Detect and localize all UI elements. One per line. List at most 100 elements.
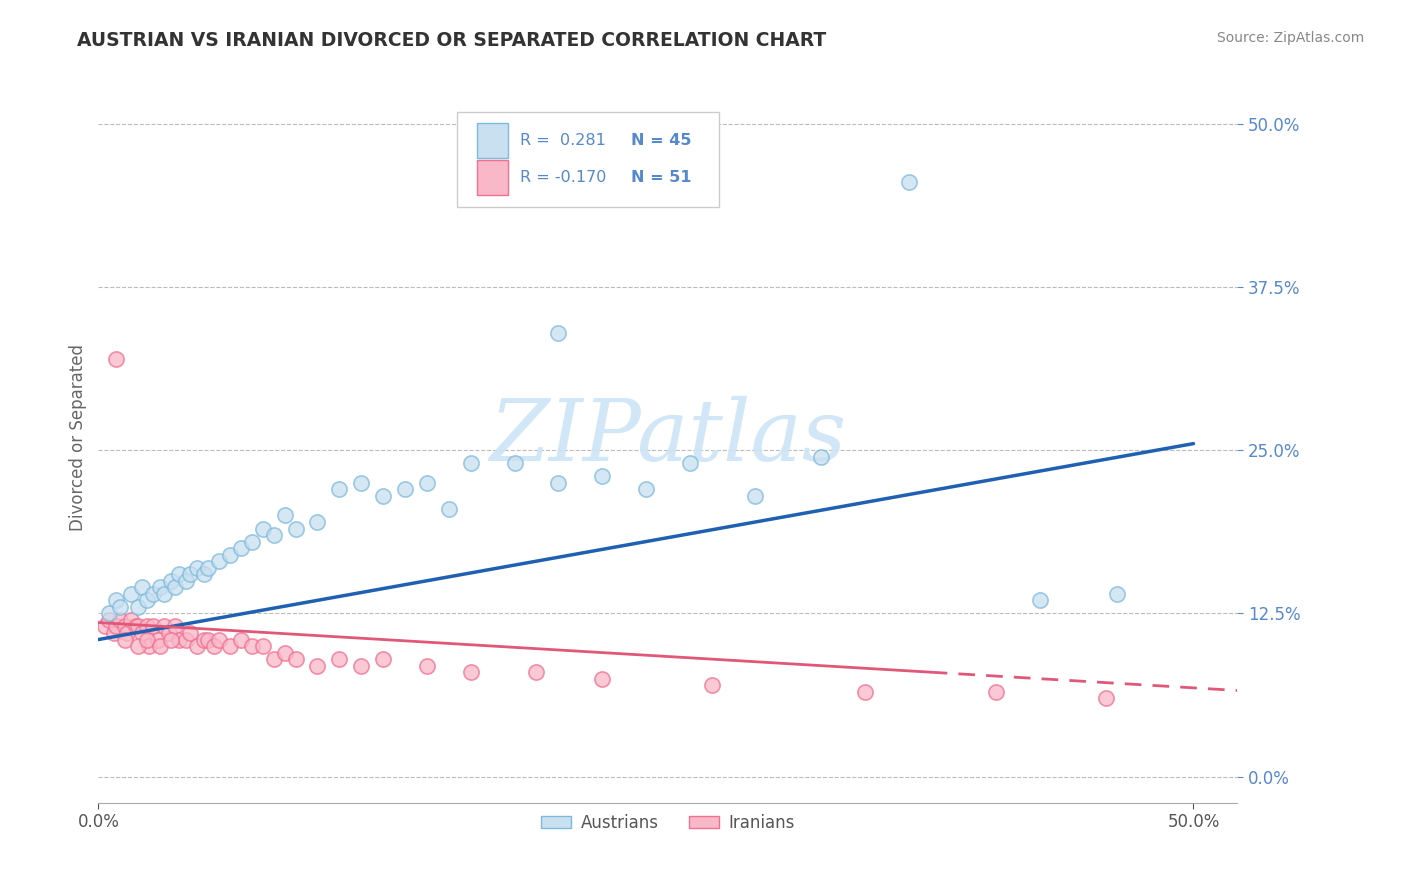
Point (186, 639, 208, 653)
Point (591, 672, 613, 686)
Text: ZIPatlas: ZIPatlas (489, 396, 846, 478)
Point (131, 626, 153, 640)
Point (371, 652, 394, 666)
Point (153, 587, 176, 601)
Text: N = 45: N = 45 (631, 133, 692, 148)
Point (94, 619, 117, 633)
Point (263, 528, 285, 542)
Point (591, 469, 613, 483)
Point (124, 619, 146, 633)
Point (810, 450, 832, 464)
Point (179, 567, 201, 582)
Point (503, 456, 526, 470)
Point (204, 639, 226, 653)
Point (98, 613, 121, 627)
Point (165, 580, 187, 594)
Point (284, 521, 307, 535)
Point (460, 665, 482, 680)
Point (127, 619, 149, 633)
Point (744, 489, 766, 503)
Point (127, 639, 149, 653)
Point (252, 521, 274, 535)
Point (853, 685, 876, 699)
Point (634, 483, 657, 497)
Point (273, 646, 295, 660)
Point (700, 678, 723, 692)
Point (240, 534, 263, 549)
Point (252, 639, 274, 653)
Point (104, 593, 127, 607)
FancyBboxPatch shape (477, 123, 509, 159)
Text: R =  0.281: R = 0.281 (520, 133, 606, 148)
Point (159, 574, 181, 588)
Point (146, 632, 169, 647)
Point (149, 639, 172, 653)
Point (208, 632, 231, 647)
Point (114, 632, 136, 647)
Point (307, 515, 329, 529)
Point (263, 652, 285, 666)
Point (1105, 587, 1128, 601)
Point (153, 619, 176, 633)
Point (114, 619, 136, 633)
Point (193, 567, 215, 582)
Point (208, 554, 231, 568)
Point (149, 580, 172, 594)
Point (218, 639, 240, 653)
Point (186, 560, 208, 574)
Point (174, 574, 197, 588)
Point (547, 326, 569, 340)
Point (328, 652, 350, 666)
Point (142, 587, 165, 601)
Point (284, 652, 307, 666)
Point (218, 548, 240, 562)
Point (394, 483, 416, 497)
Point (307, 658, 329, 673)
Text: R = -0.170: R = -0.170 (520, 169, 606, 185)
Point (169, 632, 191, 647)
Point (229, 632, 252, 647)
Point (460, 456, 482, 470)
Point (135, 632, 157, 647)
Point (350, 658, 373, 673)
Text: N = 51: N = 51 (631, 169, 692, 185)
Point (197, 632, 219, 647)
Point (104, 351, 127, 366)
Point (197, 560, 219, 574)
Point (104, 619, 127, 633)
Point (135, 593, 157, 607)
Point (135, 619, 157, 633)
Point (98, 607, 121, 621)
Text: AUSTRIAN VS IRANIAN DIVORCED OR SEPARATED CORRELATION CHART: AUSTRIAN VS IRANIAN DIVORCED OR SEPARATE… (77, 31, 827, 50)
Point (110, 613, 132, 627)
Point (165, 619, 187, 633)
Point (127, 599, 149, 614)
Point (526, 665, 548, 680)
Point (229, 541, 252, 555)
Point (142, 619, 165, 633)
Y-axis label: Divorced or Separated: Divorced or Separated (69, 343, 87, 531)
Point (103, 626, 125, 640)
Point (371, 489, 394, 503)
Point (169, 567, 191, 582)
Point (350, 475, 373, 490)
Point (193, 632, 215, 647)
FancyBboxPatch shape (457, 112, 718, 207)
Point (1029, 593, 1052, 607)
Point (273, 508, 295, 523)
Point (159, 632, 181, 647)
Point (679, 456, 702, 470)
Legend: Austrians, Iranians: Austrians, Iranians (534, 807, 801, 838)
Point (416, 658, 439, 673)
Point (547, 475, 569, 490)
Point (157, 626, 180, 640)
Point (240, 639, 263, 653)
Point (986, 685, 1008, 699)
Point (897, 175, 920, 189)
Point (138, 639, 160, 653)
Point (110, 599, 132, 614)
Text: Source: ZipAtlas.com: Source: ZipAtlas.com (1216, 31, 1364, 45)
FancyBboxPatch shape (477, 160, 509, 195)
Point (115, 626, 138, 640)
Point (416, 475, 439, 490)
